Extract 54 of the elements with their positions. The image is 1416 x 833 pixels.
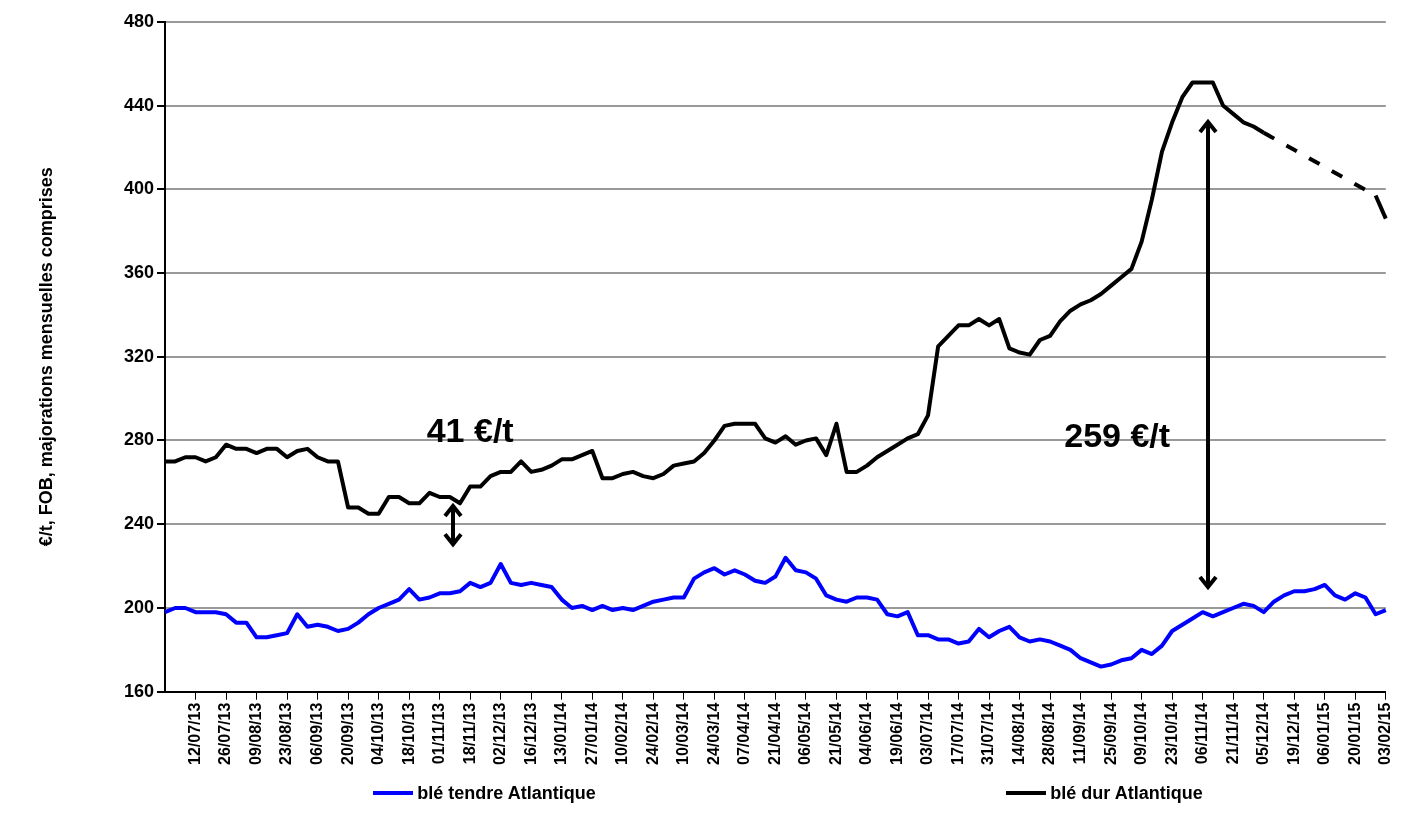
- x-tick-label: 23/08/13: [277, 702, 295, 765]
- x-tick-label: 21/04/14: [765, 702, 783, 765]
- x-tick-label: 13/01/14: [552, 702, 570, 765]
- y-tick-label: 280: [123, 429, 154, 450]
- x-tick-label: 01/11/13: [430, 702, 448, 765]
- x-tick-label: 16/12/13: [521, 702, 539, 765]
- x-tick-label: 18/10/13: [399, 702, 417, 765]
- y-tick-label: 360: [123, 261, 154, 282]
- x-tick-label: 06/11/14: [1193, 702, 1211, 765]
- y-tick-label: 320: [123, 345, 154, 366]
- x-tick-label: 26/07/13: [216, 702, 234, 765]
- x-tick-label: 04/10/13: [369, 702, 387, 765]
- x-tick-label: 21/11/14: [1223, 702, 1241, 765]
- x-tick-label: 21/05/14: [826, 702, 844, 765]
- x-tick-label: 06/09/13: [308, 702, 326, 765]
- y-tick-label: 480: [123, 10, 154, 31]
- x-tick-label: 10/02/14: [613, 702, 631, 765]
- x-tick-label: 11/09/14: [1071, 702, 1089, 765]
- x-tick-label: 02/12/13: [491, 702, 509, 765]
- x-tick-label: 23/10/14: [1162, 702, 1180, 765]
- x-tick-label: 03/07/14: [918, 702, 936, 765]
- x-tick-label: 28/08/14: [1040, 702, 1058, 765]
- legend-label: blé dur Atlantique: [1050, 782, 1203, 804]
- x-tick-label: 24/03/14: [704, 702, 722, 765]
- x-tick-label: 09/08/13: [246, 702, 264, 765]
- x-tick-label: 07/04/14: [735, 702, 753, 765]
- x-tick-label: 24/02/14: [643, 702, 661, 765]
- x-tick-label: 03/02/15: [1376, 702, 1394, 765]
- x-tick-label: 12/07/13: [185, 702, 203, 765]
- x-tick-label: 04/06/14: [857, 702, 875, 765]
- y-axis-title: €/t, FOB, majorations mensuelles comprises: [35, 167, 56, 547]
- y-tick-label: 400: [123, 178, 154, 199]
- x-tick-label: 19/06/14: [887, 702, 905, 765]
- x-tick-label: 14/08/14: [1009, 702, 1027, 765]
- y-tick-label: 440: [123, 94, 154, 115]
- x-tick-label: 09/10/14: [1132, 702, 1150, 765]
- annotation: 259 €/t: [1064, 415, 1171, 455]
- x-tick-label: 06/01/15: [1315, 702, 1333, 765]
- x-tick-label: 06/05/14: [796, 702, 814, 765]
- x-tick-label: 05/12/14: [1254, 702, 1272, 765]
- y-tick-label: 160: [123, 680, 154, 701]
- legend-label: blé tendre Atlantique: [417, 782, 596, 804]
- y-tick-label: 200: [123, 596, 154, 617]
- x-tick-label: 31/07/14: [979, 702, 997, 765]
- annotation: 41 €/t: [426, 410, 514, 450]
- x-tick-label: 20/09/13: [338, 702, 356, 765]
- y-tick-label: 240: [123, 513, 154, 534]
- x-tick-label: 18/11/13: [460, 702, 478, 765]
- x-tick-label: 25/09/14: [1101, 702, 1119, 765]
- x-tick-label: 27/01/14: [582, 702, 600, 765]
- x-tick-label: 17/07/14: [948, 702, 966, 765]
- x-tick-label: 20/01/15: [1345, 702, 1363, 765]
- x-tick-label: 19/12/14: [1284, 702, 1302, 765]
- x-tick-label: 10/03/14: [674, 702, 692, 765]
